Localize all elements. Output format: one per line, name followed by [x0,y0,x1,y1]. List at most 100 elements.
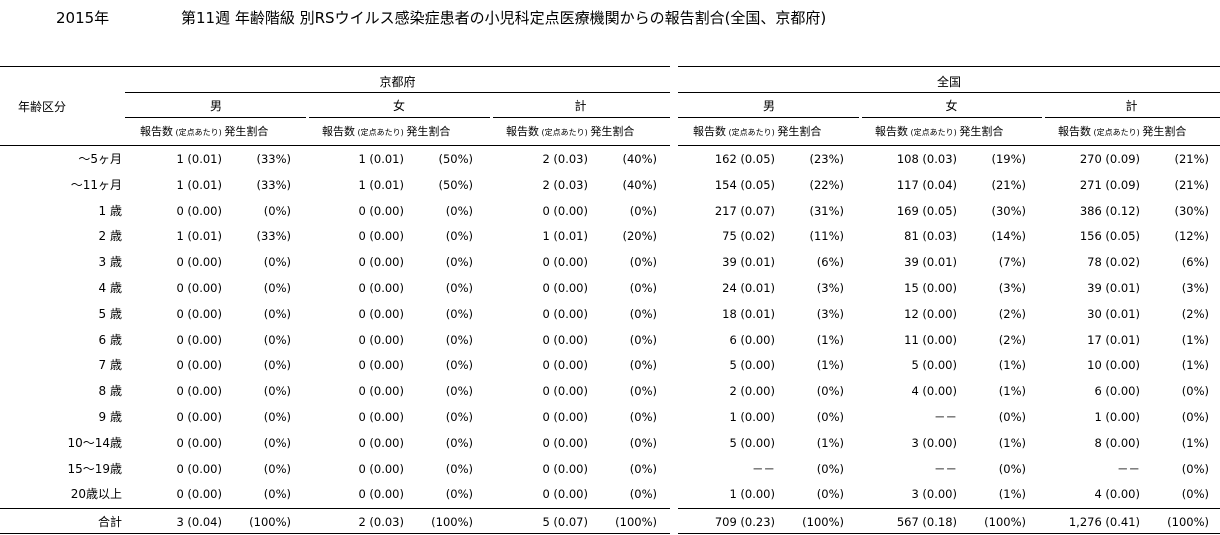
count-cell: 1 (0.01) [176,152,222,166]
count-cell: －－ [934,410,957,424]
count-cell: 0 (0.00) [358,306,404,321]
count-cell: －－ [934,461,957,476]
ratio-header: 発生割合 [406,125,451,138]
count-cell: 567 (0.18) [896,515,957,529]
ratio-cell: (0%) [263,255,291,270]
count-cell: －－ [1117,461,1140,476]
count-cell: 169 (0.05) [896,203,957,218]
count-cell: 0 (0.00) [542,358,588,373]
ratio-cell: (19%) [991,152,1026,166]
count-cell: 217 (0.07) [714,203,775,218]
row-label: 4 歳 [98,281,122,295]
count-cell: 0 (0.00) [542,306,588,321]
sex-header: 男 [762,99,775,113]
count-cell: 18 (0.01) [722,306,775,321]
table-rule [862,117,1042,118]
count-cell: 0 (0.00) [176,358,222,373]
table-rule [125,92,670,93]
count-cell: 15 (0.00) [904,281,957,295]
sub-header: 報告数 (定点あたり) 発生割合 [875,125,1003,140]
sub-header: 報告数 (定点あたり) 発生割合 [322,125,450,140]
count-cell: 108 (0.03) [896,152,957,166]
per-clinic-header: (定点あたり) [1091,128,1143,137]
count-cell: 1,276 (0.41) [1068,515,1140,529]
table-rule [493,117,670,118]
ratio-header: 発生割合 [590,125,635,138]
count-cell: 4 (0.00) [1094,487,1140,502]
count-header: 報告数 [693,125,726,138]
count-cell: 1 (0.01) [358,152,404,166]
count-cell: 0 (0.00) [542,255,588,270]
count-cell: 386 (0.12) [1079,203,1140,218]
ratio-cell: (100%) [249,515,291,529]
ratio-cell: (0%) [629,306,657,321]
count-cell: 0 (0.00) [176,203,222,218]
ratio-header: 発生割合 [1142,125,1187,138]
year-label: 2015年 [56,9,110,27]
row-label: 3 歳 [98,255,122,270]
sex-header: 男 [209,99,222,113]
ratio-cell: (0%) [629,203,657,218]
count-cell: 0 (0.00) [176,461,222,476]
ratio-cell: (0%) [816,487,844,502]
ratio-cell: (0%) [629,410,657,424]
ratio-cell: (50%) [438,177,473,192]
ratio-cell: (40%) [622,177,657,192]
ratio-cell: (14%) [991,229,1026,244]
count-cell: 2 (0.03) [542,177,588,192]
count-cell: 0 (0.00) [358,358,404,373]
count-cell: 6 (0.00) [729,332,775,347]
sub-header: 報告数 (定点あたり) 発生割合 [506,125,634,140]
sub-header: 報告数 (定点あたり) 発生割合 [693,125,821,140]
row-label: 15～19歳 [67,461,122,476]
age-group-header: 年齢区分 [18,100,67,114]
row-label: 合計 [97,515,122,529]
count-cell: 0 (0.00) [176,306,222,321]
count-cell: 0 (0.00) [542,281,588,295]
ratio-cell: (50%) [438,152,473,166]
count-cell: 39 (0.01) [1087,281,1140,295]
page-title: 第11週 年齢階級 別RSウイルス感染症患者の小児科定点医療機関からの報告割合(… [181,9,827,27]
count-cell: 0 (0.00) [542,461,588,476]
count-cell: 1 (0.01) [176,229,222,244]
row-label: 10～14歳 [67,435,122,450]
table-rule [678,508,1220,509]
ratio-cell: (0%) [629,487,657,502]
count-cell: 10 (0.00) [1087,358,1140,373]
ratio-cell: (0%) [629,332,657,347]
count-cell: 3 (0.04) [176,515,222,529]
ratio-cell: (0%) [816,410,844,424]
ratio-cell: (0%) [998,410,1026,424]
count-cell: 0 (0.00) [358,332,404,347]
count-cell: 6 (0.00) [1094,384,1140,399]
table-rule [0,508,670,509]
count-cell: 2 (0.00) [729,384,775,399]
count-cell: 0 (0.00) [542,203,588,218]
table-rule [678,66,1220,67]
count-cell: 11 (0.00) [904,332,957,347]
count-cell: 0 (0.00) [176,384,222,399]
ratio-cell: (0%) [263,332,291,347]
row-label: ～11ヶ月 [70,177,122,192]
ratio-cell: (1%) [998,358,1026,373]
table-rule [678,145,1220,146]
sub-header: 報告数 (定点あたり) 発生割合 [140,125,268,140]
count-cell: 0 (0.00) [358,229,404,244]
count-cell: 0 (0.00) [176,281,222,295]
ratio-cell: (0%) [629,255,657,270]
per-clinic-header: (定点あたり) [726,128,778,137]
row-label: 5 歳 [98,306,122,321]
ratio-cell: (0%) [445,203,473,218]
ratio-header: 発生割合 [959,125,1004,138]
ratio-cell: (30%) [991,203,1026,218]
count-cell: 30 (0.01) [1087,306,1140,321]
count-cell: 0 (0.00) [358,255,404,270]
count-cell: 0 (0.00) [542,487,588,502]
row-label: 8 歳 [98,384,122,399]
ratio-header: 発生割合 [224,125,269,138]
count-cell: 0 (0.00) [542,384,588,399]
ratio-cell: (11%) [809,229,844,244]
count-cell: 0 (0.00) [358,461,404,476]
count-cell: 0 (0.00) [176,435,222,450]
count-cell: 12 (0.00) [904,306,957,321]
